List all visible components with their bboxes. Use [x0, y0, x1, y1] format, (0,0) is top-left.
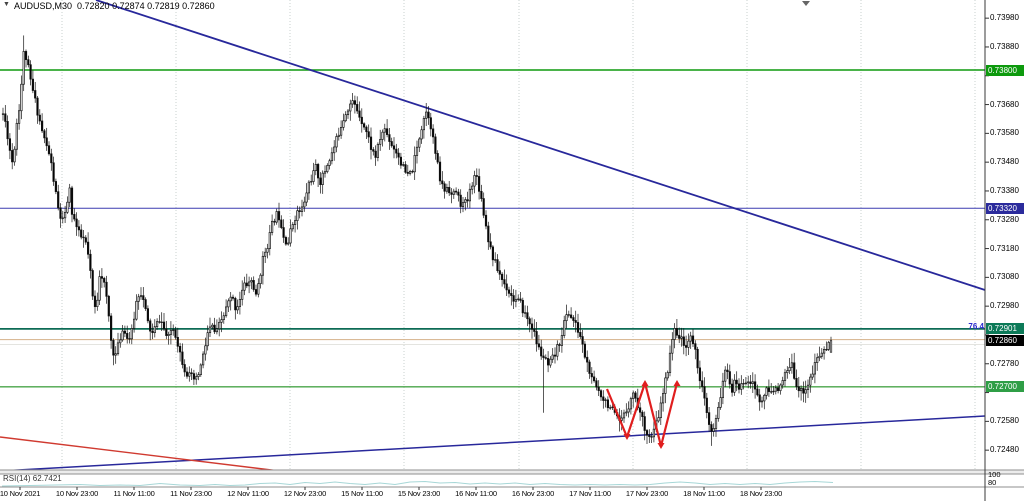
price-tick-label: 0.73080: [990, 272, 1019, 282]
time-axis-label: 15 Nov 23:00: [397, 489, 441, 498]
price-badge: 0.72901: [986, 323, 1024, 335]
time-axis-label: 16 Nov 23:00: [511, 489, 555, 498]
rsi-value: 62.7421: [32, 474, 62, 483]
time-axis-label: 10 Nov 2021: [0, 489, 41, 498]
chart-shift-marker-icon: [802, 1, 810, 6]
rsi-line: [1, 480, 834, 487]
price-badge: 0.73320: [986, 202, 1024, 214]
arrowhead-icon: [673, 380, 681, 386]
fib-level-label: 76.4: [968, 322, 984, 331]
price-tick-label: 0.72980: [990, 301, 1019, 311]
price-tick-label: 0.73580: [990, 128, 1019, 138]
indicator-scale-level: 80: [988, 478, 997, 487]
time-axis-label: 12 Nov 11:00: [227, 489, 269, 498]
time-axis-label: 17 Nov 11:00: [569, 489, 611, 498]
ascending-trendline[interactable]: [0, 415, 986, 472]
symbol-dropdown-icon[interactable]: ▼: [3, 1, 10, 8]
pane-separator[interactable]: [0, 470, 1024, 474]
chart-title: AUDUSD,M30 0.72820 0.72874 0.72819 0.728…: [14, 1, 215, 11]
price-tick-label: 0.72780: [990, 358, 1019, 368]
red-descending-line[interactable]: [0, 436, 297, 474]
price-tick-label: 0.72480: [990, 445, 1019, 455]
price-tick-label: 0.73880: [990, 41, 1019, 51]
arrowhead-icon: [641, 380, 649, 386]
price-tick-label: 0.73180: [990, 243, 1019, 253]
symbol-period-label: AUDUSD,M30: [14, 1, 73, 11]
price-tick-label: 0.73480: [990, 157, 1019, 167]
price-badge: 0.72860: [986, 335, 1024, 347]
price-tick-label: 0.73980: [990, 13, 1019, 23]
price-badge: 0.73800: [986, 64, 1024, 76]
time-axis-label: 18 Nov 23:00: [739, 489, 783, 498]
arrowhead-icon: [623, 434, 631, 440]
price-tick-label: 0.73680: [990, 99, 1019, 109]
price-badge: 0.72700: [986, 381, 1024, 393]
time-axis-label: 11 Nov 11:00: [113, 489, 155, 498]
time-axis-label: 15 Nov 11:00: [341, 489, 383, 498]
candles-series: [1, 35, 833, 446]
time-axis-label: 12 Nov 23:00: [283, 489, 327, 498]
time-axis-label: 10 Nov 23:00: [55, 489, 99, 498]
price-tick-label: 0.72580: [990, 416, 1019, 426]
rsi-name: RSI(14): [3, 474, 31, 483]
time-axis-label: 16 Nov 11:00: [455, 489, 497, 498]
descending-trendline[interactable]: [95, 0, 986, 291]
ohlc-values: 0.72820 0.72874 0.72819 0.72860: [77, 1, 215, 11]
arrowhead-icon: [657, 443, 665, 449]
time-axis-label: 11 Nov 23:00: [170, 489, 212, 498]
indicator-scale-max: 100: [988, 470, 1001, 479]
time-axis-label: 18 Nov 11:00: [683, 489, 725, 498]
price-tick-label: 0.73280: [990, 214, 1019, 224]
time-axis-label: 17 Nov 23:00: [625, 489, 669, 498]
price-tick-label: 0.73380: [990, 185, 1019, 195]
rsi-indicator-label: RSI(14) 62.7421: [3, 474, 62, 483]
